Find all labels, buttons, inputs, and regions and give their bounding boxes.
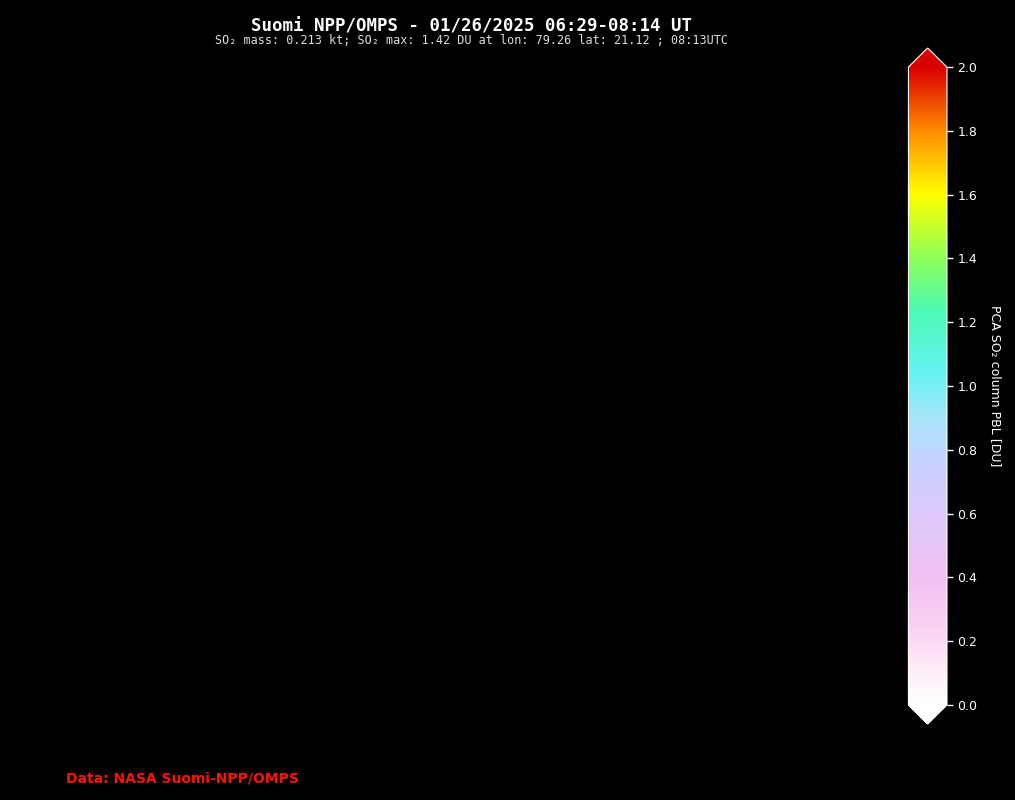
Text: SO₂ mass: 0.213 kt; SO₂ max: 1.42 DU at lon: 79.26 lat: 21.12 ; 08:13UTC: SO₂ mass: 0.213 kt; SO₂ max: 1.42 DU at … <box>215 34 729 47</box>
PathPatch shape <box>908 48 947 67</box>
Y-axis label: PCA SO₂ column PBL [DU]: PCA SO₂ column PBL [DU] <box>990 306 1003 466</box>
PathPatch shape <box>908 705 947 724</box>
Text: Suomi NPP/OMPS - 01/26/2025 06:29-08:14 UT: Suomi NPP/OMPS - 01/26/2025 06:29-08:14 … <box>252 18 692 35</box>
Text: Data: NASA Suomi-NPP/OMPS: Data: NASA Suomi-NPP/OMPS <box>66 771 298 786</box>
